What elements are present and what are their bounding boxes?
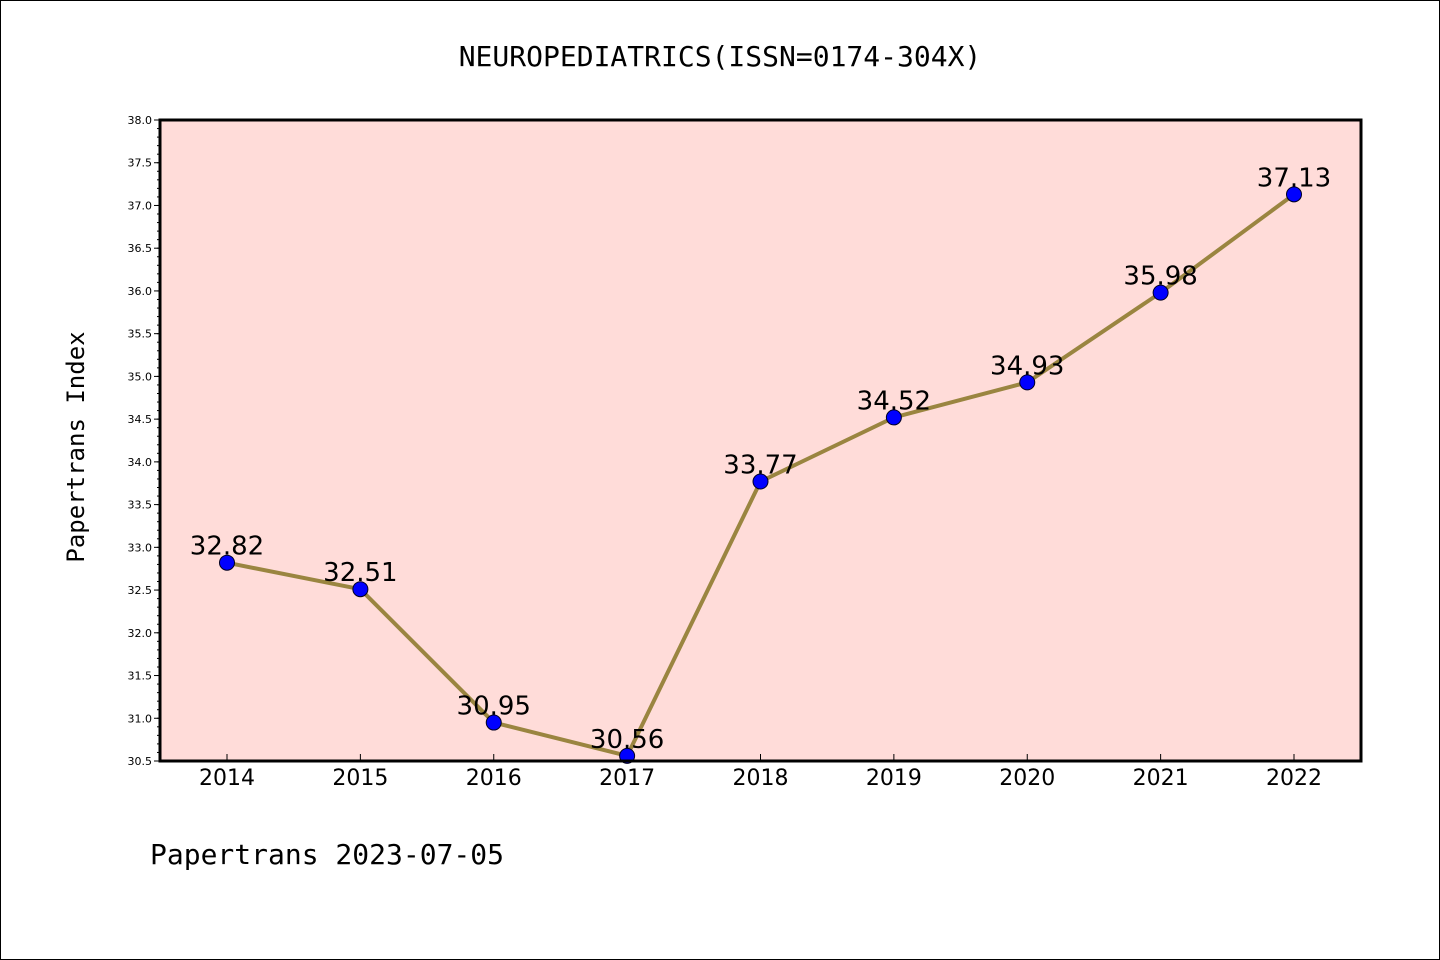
data-point [485,714,502,731]
y-tick-label: 32.0 [128,627,153,640]
data-point [752,473,769,490]
data-point [1286,186,1302,203]
x-tick-label: 2017 [599,766,655,791]
data-label: 37.13 [1257,163,1331,193]
data-label: 32.51 [323,558,397,588]
data-label: 30.95 [457,692,531,722]
data-point [352,581,369,598]
y-axis: 30.5 31.0 31.5 32.0 32.5 33.0 33.5 34.0 34.5 35.0… [128,114,160,768]
y-tick-label: 37.0 [128,199,153,212]
y-tick-label: 38.0 [128,114,153,127]
x-axis: 2014 2015 2016 2017 2018 2019 2020 2021 2022 [199,754,1322,791]
data-point [219,554,235,571]
data-label: 30.56 [590,725,664,755]
data-label: 33.77 [723,451,797,481]
y-tick-label: 34.0 [128,456,153,469]
y-tick-label: 31.5 [128,670,153,683]
footer-text: Papertrans 2023-07-05 [150,838,504,871]
plot-border [158,118,1363,763]
data-point [1019,374,1036,391]
y-tick-label: 33.0 [128,541,153,554]
data-label: 34.52 [857,386,931,416]
chart-title: NEUROPEDIATRICS(ISSN=0174-304X) [459,40,982,73]
y-tick-label: 37.5 [128,157,153,170]
data-label: 35.98 [1123,262,1197,292]
y-tick-label: 33.5 [128,499,153,512]
series-markers [219,186,1302,764]
data-label: 32.82 [190,532,264,562]
x-tick-label: 2022 [1266,766,1322,791]
x-tick-label: 2016 [466,766,522,791]
y-tick-label: 34.5 [128,413,153,426]
y-tick-label: 32.5 [128,584,153,597]
data-label: 34.93 [990,351,1064,381]
x-tick-label: 2020 [999,766,1055,791]
data-point [1152,284,1169,301]
x-tick-label: 2021 [1133,766,1189,791]
x-tick-label: 2014 [199,766,255,791]
x-tick-label: 2019 [866,766,922,791]
y-tick-label: 35.5 [128,328,153,341]
y-tick-label: 36.0 [128,285,153,298]
y-tick-label: 36.5 [128,242,153,255]
y-tick-label: 30.5 [128,755,153,768]
x-tick-label: 2018 [733,766,789,791]
y-tick-label: 35.0 [128,370,153,383]
data-point [885,409,902,426]
x-tick-label: 2015 [332,766,388,791]
plot-area [160,120,1361,761]
y-axis-label: Papertrans Index [62,331,90,562]
y-tick-label: 31.0 [128,712,153,725]
data-labels: 32.82 32.51 30.95 30.56 33.77 34.52 34.93 35.98… [190,163,1331,755]
